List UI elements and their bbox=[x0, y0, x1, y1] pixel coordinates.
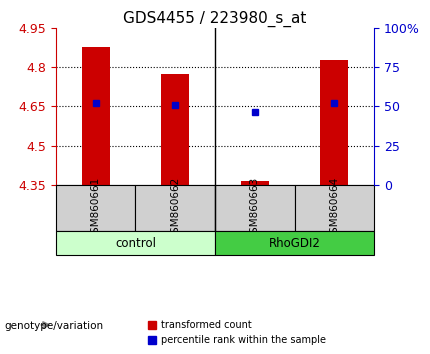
Text: control: control bbox=[115, 237, 156, 250]
FancyBboxPatch shape bbox=[215, 184, 295, 232]
FancyBboxPatch shape bbox=[135, 184, 215, 232]
Title: GDS4455 / 223980_s_at: GDS4455 / 223980_s_at bbox=[123, 11, 307, 27]
Text: GSM860662: GSM860662 bbox=[170, 176, 180, 240]
Text: GSM860664: GSM860664 bbox=[329, 176, 339, 240]
Bar bbox=[320, 59, 348, 184]
Text: RhoGDI2: RhoGDI2 bbox=[269, 237, 320, 250]
Text: GSM860663: GSM860663 bbox=[250, 176, 260, 240]
Bar bbox=[82, 46, 110, 184]
Text: GSM860661: GSM860661 bbox=[91, 176, 101, 240]
FancyBboxPatch shape bbox=[56, 184, 135, 232]
Bar bbox=[161, 74, 189, 184]
FancyBboxPatch shape bbox=[215, 232, 374, 255]
Bar bbox=[241, 181, 269, 184]
Text: genotype/variation: genotype/variation bbox=[4, 321, 104, 331]
FancyBboxPatch shape bbox=[295, 184, 374, 232]
FancyBboxPatch shape bbox=[56, 232, 215, 255]
Legend: transformed count, percentile rank within the sample: transformed count, percentile rank withi… bbox=[143, 316, 330, 349]
